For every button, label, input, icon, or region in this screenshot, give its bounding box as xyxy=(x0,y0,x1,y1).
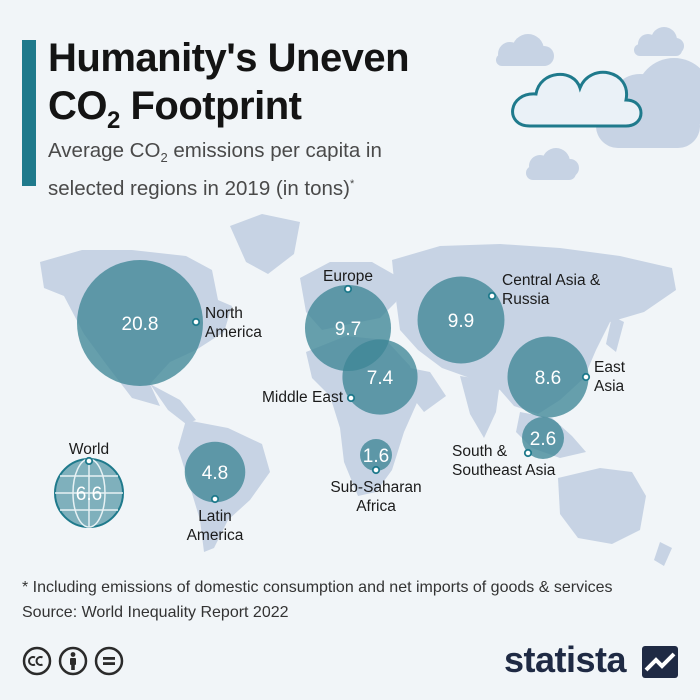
page-title: Humanity's Uneven CO2 Footprint xyxy=(48,34,410,145)
cc-icon[interactable] xyxy=(22,646,52,676)
value-label-north-america: 20.8 xyxy=(122,314,159,335)
bubble-east-asia: 8.6 xyxy=(507,336,591,418)
region-label-middle-east: Middle East xyxy=(262,389,344,406)
region-label-central-asia-russia: Central Asia & Russia xyxy=(502,272,601,308)
value-label-south-southeast-asia: 2.6 xyxy=(530,429,556,450)
label-layer: North America Europe Central Asia & Russia Mi… xyxy=(69,268,626,544)
subtitle: Average CO2 emissions per capita in sele… xyxy=(48,139,382,200)
no-derivatives-icon[interactable] xyxy=(94,646,124,676)
region-label-europe: Europe xyxy=(323,268,373,285)
region-label-north-america: North America xyxy=(205,305,262,341)
region-label-latin-america: Latin America xyxy=(187,508,244,544)
value-label-latin-america: 4.8 xyxy=(202,463,228,484)
location-dot-world xyxy=(84,456,94,466)
region-label-sub-saharan-africa: Sub-Saharan Africa xyxy=(330,479,421,515)
bubble-central-asia-russia: 9.9 xyxy=(417,276,505,364)
location-dot-europe xyxy=(343,284,353,294)
location-dot-east-asia xyxy=(581,372,591,382)
value-label-central-asia-russia: 9.9 xyxy=(448,311,474,332)
greenland xyxy=(230,214,300,274)
location-dot-central-asia-russia xyxy=(487,291,497,301)
bubble-circle-north-america xyxy=(77,260,203,386)
statista-logo-text[interactable]: statista xyxy=(504,639,627,680)
attribution-icon[interactable] xyxy=(58,646,88,676)
value-label-europe: 9.7 xyxy=(335,319,361,340)
license-icons xyxy=(22,646,124,676)
location-dot-sub-saharan-africa xyxy=(371,465,381,475)
value-label-world: 6.6 xyxy=(76,484,102,505)
bubble-sub-saharan-africa: 1.6 xyxy=(360,439,392,475)
bubble-layer: 20.8 9.7 9.9 7.4 8.6 2.6 1.6 4.8 6.6 xyxy=(76,260,591,505)
bubble-circle-sub-saharan-africa xyxy=(360,439,392,471)
location-dot-middle-east xyxy=(346,393,356,403)
bubble-latin-america: 4.8 xyxy=(184,441,246,504)
bubble-world: 6.6 xyxy=(76,456,102,505)
accent-bar xyxy=(22,40,36,186)
bubble-north-america: 20.8 xyxy=(77,260,203,386)
location-dot-south-southeast-asia xyxy=(523,448,533,458)
bubble-circle-south-southeast-asia xyxy=(522,417,564,459)
india xyxy=(460,376,500,438)
value-label-middle-east: 7.4 xyxy=(367,368,394,389)
location-dot-latin-america xyxy=(210,494,220,504)
value-label-east-asia: 8.6 xyxy=(535,368,561,389)
bubble-circle-central-asia-russia xyxy=(417,276,505,364)
footnote: * Including emissions of domestic consum… xyxy=(22,579,613,596)
bubble-middle-east: 7.4 xyxy=(342,339,418,415)
australia xyxy=(558,468,646,544)
value-label-sub-saharan-africa: 1.6 xyxy=(363,446,389,467)
title-line-2: CO2 Footprint xyxy=(48,84,302,134)
japan xyxy=(606,316,624,352)
title-line-1: Humanity's Uneven xyxy=(48,36,410,80)
region-label-world: World xyxy=(69,441,109,458)
cloud-icon xyxy=(496,27,700,180)
bubble-circle-east-asia xyxy=(507,336,589,418)
bubble-south-southeast-asia: 2.6 xyxy=(522,417,564,459)
region-label-south-southeast-asia: South & Southeast Asia xyxy=(452,443,556,479)
source-note: Source: World Inequality Report 2022 xyxy=(22,604,289,621)
central-america xyxy=(150,384,196,424)
bubble-circle-middle-east xyxy=(342,339,418,415)
region-label-east-asia: East Asia xyxy=(594,359,626,395)
location-dot-north-america xyxy=(191,317,201,327)
statista-logo-icon[interactable] xyxy=(642,646,678,678)
new-zealand xyxy=(654,542,672,566)
bubble-circle-latin-america xyxy=(184,441,246,503)
